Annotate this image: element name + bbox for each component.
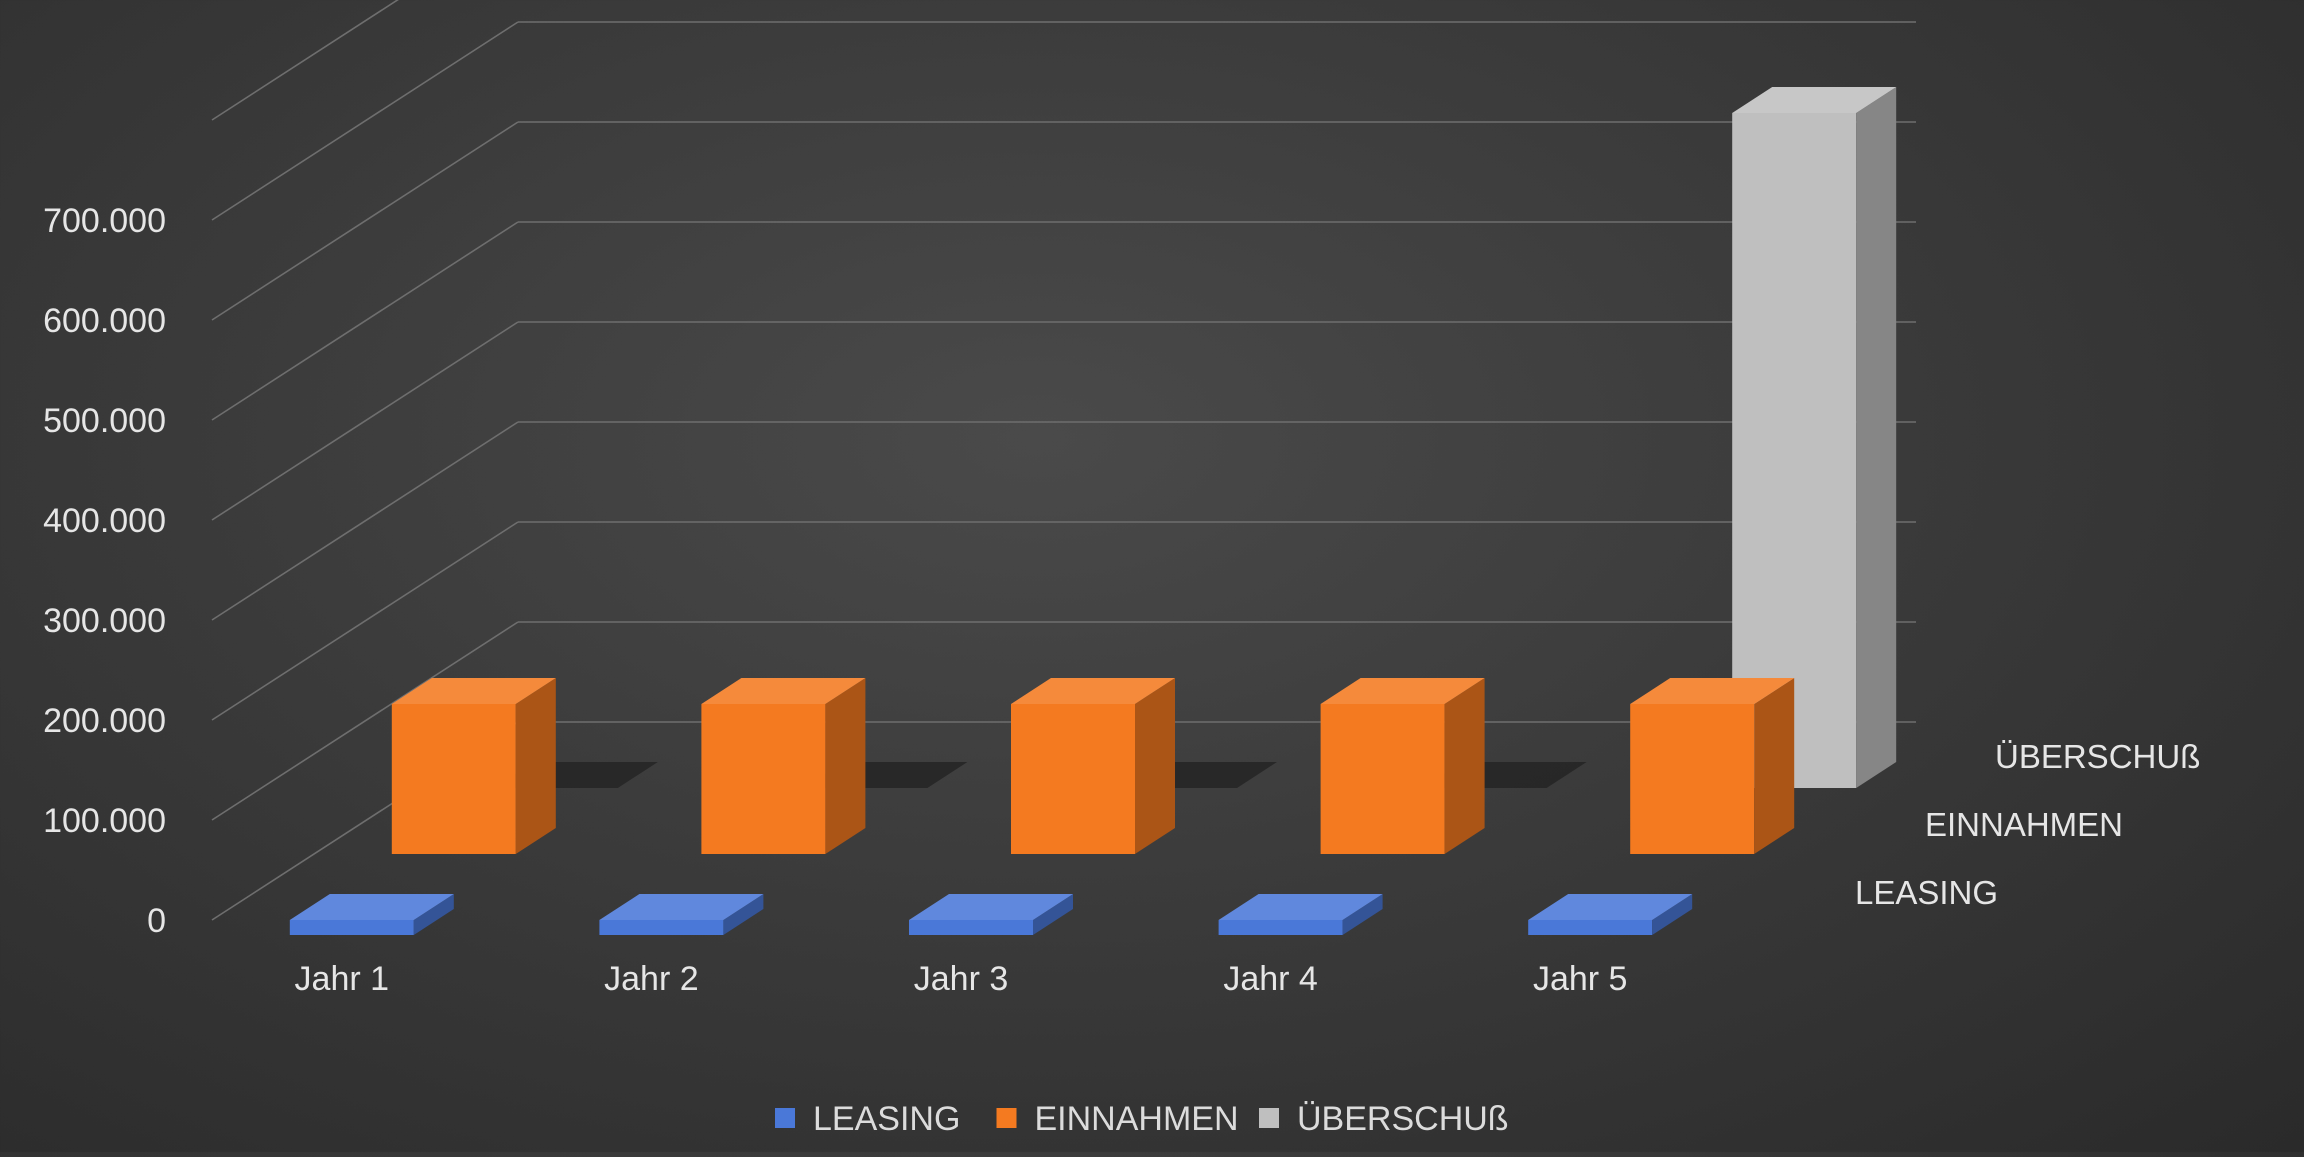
y-tick-label: 0 — [147, 902, 166, 940]
gridline-wall — [211, 621, 519, 821]
x-tick-label: Jahr 3 — [914, 960, 1009, 998]
y-axis-ticks: 0 100.000 200.000 300.000 400.000 500.000 600.… — [43, 202, 166, 940]
depth-axis-labels: LEASING EINNAHMEN ÜBERSCHUß — [1855, 738, 2200, 911]
bar-berschu-5 — [1732, 87, 1897, 788]
legend: LEASING EINNAHMEN ÜBERSCHUß — [775, 1100, 1509, 1138]
gridline-wall — [211, 121, 519, 321]
y-tick-label: 200.000 — [43, 702, 166, 740]
legend-swatch — [996, 1108, 1017, 1128]
y-tick-label: 300.000 — [43, 602, 166, 640]
gridline-wall — [211, 0, 399, 121]
legend-label: ÜBERSCHUß — [1297, 1100, 1509, 1138]
gridline-wall — [211, 421, 519, 621]
x-tick-label: Jahr 4 — [1223, 960, 1318, 998]
x-tick-label: Jahr 2 — [604, 960, 699, 998]
depth-axis-label: LEASING — [1855, 874, 1998, 911]
gridline-wall — [211, 321, 519, 521]
bar-leasing-1 — [289, 894, 454, 935]
depth-axis-label: ÜBERSCHUß — [1995, 738, 2200, 775]
bar-einnahmen-2 — [701, 678, 866, 854]
y-tick-label: 500.000 — [43, 402, 166, 440]
bar-einnahmen-4 — [1320, 678, 1485, 854]
gridlines — [211, 0, 1916, 921]
bar-leasing-2 — [599, 894, 764, 935]
bar-leasing-4 — [1218, 894, 1383, 935]
depth-axis-label: EINNAHMEN — [1925, 806, 2123, 843]
gridline-wall — [211, 21, 519, 221]
y-tick-label: 700.000 — [43, 202, 166, 240]
legend-swatch — [1259, 1108, 1279, 1128]
bars — [289, 87, 1897, 935]
legend-swatch — [775, 1108, 795, 1128]
bar-einnahmen-3 — [1011, 678, 1175, 854]
bar-einnahmen-1 — [391, 678, 556, 854]
gridline-wall — [211, 221, 519, 421]
bar-einnahmen-5 — [1630, 678, 1795, 854]
bar-leasing-3 — [909, 894, 1073, 935]
bar-leasing-5 — [1528, 894, 1693, 935]
legend-label: EINNAHMEN — [1035, 1100, 1239, 1138]
y-tick-label: 100.000 — [43, 802, 166, 840]
x-axis-ticks: Jahr 1 Jahr 2 Jahr 3 Jahr 4 Jahr 5 — [295, 960, 1628, 998]
y-tick-label: 600.000 — [43, 302, 166, 340]
y-tick-label: 400.000 — [43, 502, 166, 540]
x-tick-label: Jahr 5 — [1533, 960, 1628, 998]
gridline-wall — [211, 521, 519, 721]
x-tick-label: Jahr 1 — [295, 960, 390, 998]
legend-label: LEASING — [813, 1100, 960, 1138]
